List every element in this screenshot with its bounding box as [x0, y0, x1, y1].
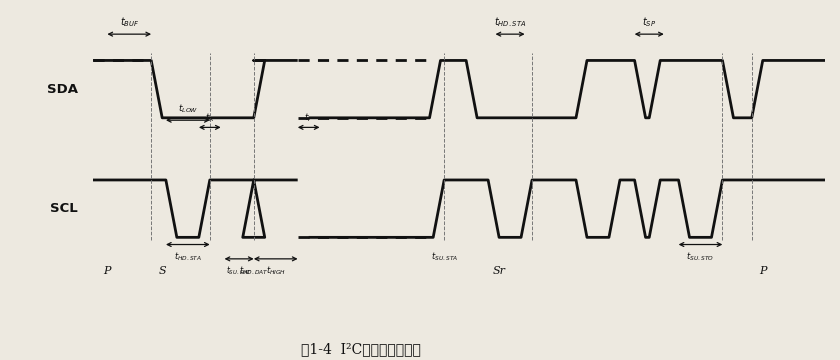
Text: $t_{HD.DAT}$: $t_{HD.DAT}$: [239, 265, 269, 277]
Text: $t_{SP}$: $t_{SP}$: [642, 15, 656, 30]
Text: $t_{LOW}$: $t_{LOW}$: [177, 103, 198, 116]
Text: $t_{HD.STA}$: $t_{HD.STA}$: [174, 250, 202, 263]
Text: $t_R$: $t_R$: [205, 111, 214, 123]
Text: $t_F$: $t_F$: [304, 111, 313, 123]
Text: $t_{HIGH}$: $t_{HIGH}$: [265, 265, 286, 277]
Text: Sr: Sr: [492, 266, 506, 276]
Text: S: S: [159, 266, 166, 276]
Text: SCL: SCL: [50, 202, 78, 215]
Text: P: P: [759, 266, 766, 276]
Text: 图1-4  I²C总线时序定义图: 图1-4 I²C总线时序定义图: [302, 342, 421, 356]
Text: SDA: SDA: [47, 83, 78, 96]
Text: $t_{SU.STO}$: $t_{SU.STO}$: [686, 250, 715, 263]
Text: $t_{SU.DAT}$: $t_{SU.DAT}$: [226, 265, 252, 277]
Text: $t_{BUF}$: $t_{BUF}$: [119, 15, 139, 30]
Text: $t_{HD.STA}$: $t_{HD.STA}$: [494, 15, 527, 30]
Text: $t_{SU.STA}$: $t_{SU.STA}$: [431, 250, 458, 263]
Text: P: P: [103, 266, 111, 276]
